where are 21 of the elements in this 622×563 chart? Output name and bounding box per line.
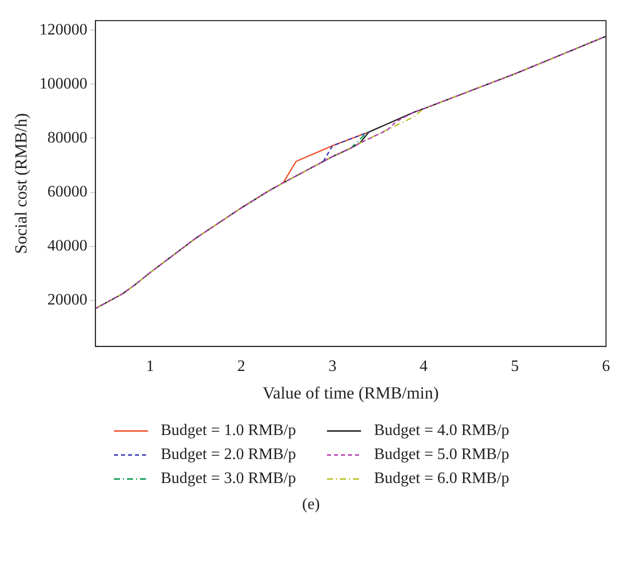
x-tick-label: 6 xyxy=(602,358,610,376)
legend-label: Budget = 4.0 RMB/p xyxy=(374,422,510,440)
y-tick-label: 100000 xyxy=(39,75,88,92)
y-tick-label: 40000 xyxy=(47,238,88,255)
x-tick-label: 2 xyxy=(237,358,246,376)
legend-label: Budget = 3.0 RMB/p xyxy=(160,470,296,488)
x-tick-label: 5 xyxy=(510,358,519,376)
legend-label: Budget = 5.0 RMB/p xyxy=(374,446,510,464)
y-tick-label: 80000 xyxy=(47,129,88,146)
x-axis-title: Value of time (RMB/min) xyxy=(262,383,439,402)
y-tick-label: 20000 xyxy=(47,292,88,309)
y-axis-title: Social cost (RMB/h) xyxy=(12,113,31,254)
text: (e) xyxy=(301,496,321,514)
x-tick-label: 1 xyxy=(146,358,154,376)
y-tick-label: 60000 xyxy=(47,183,88,200)
x-tick-label: 3 xyxy=(328,358,336,376)
x-tick-label: 4 xyxy=(420,358,428,376)
legend-label: Budget = 6.0 RMB/p xyxy=(374,470,510,488)
legend-label: Budget = 1.0 RMB/p xyxy=(160,422,296,440)
legend-label: Budget = 2.0 RMB/p xyxy=(160,446,296,464)
y-tick-label: 120000 xyxy=(39,21,88,38)
